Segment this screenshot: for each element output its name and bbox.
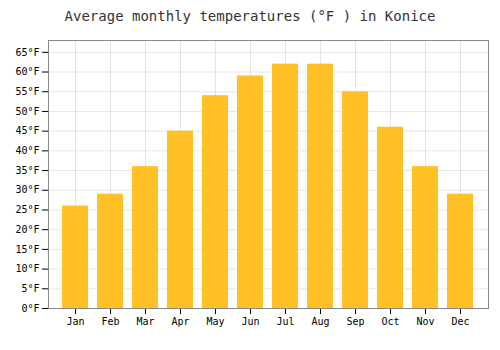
svg-text:Oct: Oct: [381, 316, 399, 327]
svg-text:Jun: Jun: [241, 316, 259, 327]
svg-text:Mar: Mar: [136, 316, 154, 327]
svg-text:Jul: Jul: [276, 316, 294, 327]
svg-text:Sep: Sep: [346, 316, 364, 327]
svg-text:55°F: 55°F: [15, 86, 39, 97]
svg-text:0°F: 0°F: [21, 303, 39, 314]
svg-text:60°F: 60°F: [15, 66, 39, 77]
svg-text:10°F: 10°F: [15, 263, 39, 274]
svg-text:45°F: 45°F: [15, 125, 39, 136]
svg-text:Jan: Jan: [66, 316, 84, 327]
svg-text:50°F: 50°F: [15, 106, 39, 117]
svg-text:Dec: Dec: [451, 316, 469, 327]
svg-text:15°F: 15°F: [15, 244, 39, 255]
svg-text:25°F: 25°F: [15, 204, 39, 215]
svg-text:35°F: 35°F: [15, 165, 39, 176]
svg-text:5°F: 5°F: [21, 283, 39, 294]
svg-text:May: May: [206, 316, 224, 327]
svg-text:Nov: Nov: [416, 316, 434, 327]
svg-text:Aug: Aug: [311, 316, 329, 327]
svg-text:40°F: 40°F: [15, 145, 39, 156]
svg-text:Feb: Feb: [101, 316, 119, 327]
svg-text:20°F: 20°F: [15, 224, 39, 235]
svg-text:65°F: 65°F: [15, 47, 39, 58]
svg-text:30°F: 30°F: [15, 184, 39, 195]
html-text:Average monthly temperatures (: Average monthly temperatures (°F ) in Ko…: [64, 8, 436, 24]
svg-text:Apr: Apr: [171, 316, 189, 327]
